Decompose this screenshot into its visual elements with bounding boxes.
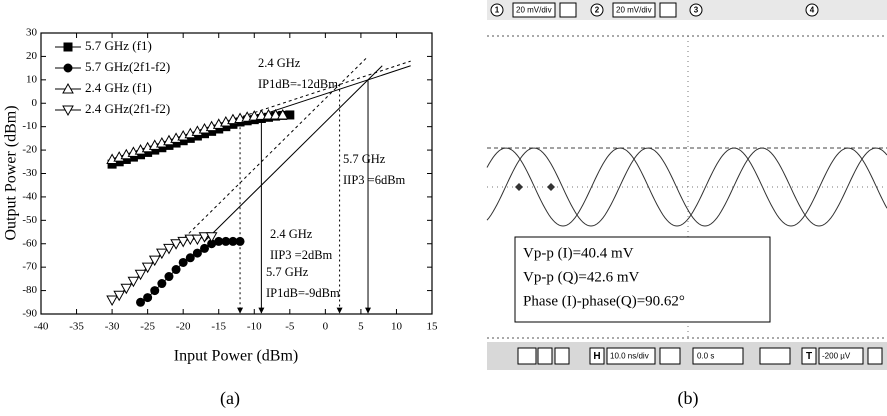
figure: Input Power (dBm) Output Power (dBm) -40… bbox=[0, 0, 887, 416]
y-tick-label: 10 bbox=[26, 73, 38, 85]
annotation: 5.7 GHz bbox=[266, 265, 309, 279]
y-tick-label: 20 bbox=[26, 50, 38, 62]
data-point bbox=[193, 249, 201, 257]
channel-number: 2 bbox=[595, 6, 600, 15]
x-axis-title: Input Power (dBm) bbox=[174, 348, 298, 365]
data-point bbox=[107, 296, 117, 305]
coupling-button[interactable] bbox=[560, 3, 576, 17]
data-point bbox=[144, 294, 152, 302]
annotation: IP1dB=-12dBm bbox=[258, 77, 338, 91]
timebase: 10.0 ns/div bbox=[610, 352, 649, 361]
annotation: 2.4 GHz bbox=[270, 227, 313, 241]
legend-label: 5.7 GHz(2f1-f2) bbox=[85, 59, 170, 74]
stop-button[interactable] bbox=[538, 348, 552, 364]
run-button[interactable] bbox=[518, 348, 536, 364]
data-point bbox=[201, 244, 209, 252]
measurement: Vp-p (Q)=42.6 mV bbox=[523, 269, 640, 285]
y-tick-label: -70 bbox=[22, 261, 37, 273]
annotation: IP1dB=-9dBm bbox=[266, 286, 340, 300]
y-tick-label: -80 bbox=[22, 284, 37, 296]
data-point bbox=[186, 254, 194, 262]
annotation: IIP3 =6dBm bbox=[343, 173, 406, 187]
data-point bbox=[165, 273, 173, 281]
coupling-button[interactable] bbox=[660, 3, 676, 17]
data-point bbox=[137, 298, 145, 306]
legend-marker bbox=[64, 43, 72, 51]
x-tick-label: -40 bbox=[34, 321, 49, 333]
legend-label: 2.4 GHz (f1) bbox=[85, 80, 152, 95]
y-tick-label: -60 bbox=[22, 237, 37, 249]
x-tick-label: -35 bbox=[69, 321, 84, 333]
channel-scale: 20 mV/div bbox=[516, 6, 552, 15]
data-point bbox=[172, 266, 180, 274]
y-tick-label: -40 bbox=[22, 190, 37, 202]
annotation: IIP3 =2dBm bbox=[270, 248, 333, 262]
y-tick-label: -50 bbox=[22, 214, 37, 226]
annotation: 2.4 GHz bbox=[258, 56, 301, 70]
x-tick-label: -5 bbox=[285, 321, 295, 333]
data-point bbox=[179, 258, 187, 266]
channel-number: 3 bbox=[694, 6, 699, 15]
x-tick-label: 5 bbox=[358, 321, 364, 333]
x-tick-label: -20 bbox=[176, 321, 191, 333]
y-tick-label: 0 bbox=[32, 97, 38, 109]
measurement: Vp-p (I)=40.4 mV bbox=[523, 245, 634, 261]
data-point bbox=[158, 280, 166, 288]
annotation: 5.7 GHz bbox=[343, 152, 386, 166]
trigger-level: -200 µV bbox=[822, 352, 851, 361]
x-tick-label: 0 bbox=[323, 321, 329, 333]
x-tick-label: -15 bbox=[211, 321, 226, 333]
data-point bbox=[151, 287, 159, 295]
legend-label: 5.7 GHz (f1) bbox=[85, 38, 152, 53]
x-tick-label: -30 bbox=[105, 321, 120, 333]
channel-number: 1 bbox=[495, 6, 500, 15]
x-tick-label: 15 bbox=[427, 321, 439, 333]
measurement: Phase (I)-phase(Q)=90.62° bbox=[523, 293, 685, 309]
x-tick-label: 10 bbox=[391, 321, 403, 333]
panel-label: (b) bbox=[678, 388, 699, 409]
chart-panel: Input Power (dBm) Output Power (dBm) -40… bbox=[3, 27, 438, 365]
print-button[interactable] bbox=[555, 348, 569, 364]
legend-marker bbox=[64, 64, 72, 72]
y-tick-label: 30 bbox=[26, 27, 38, 39]
oscilloscope-screen: 1 20 mV/div 2 20 mV/div 3 4 Vp-p (I)=40.… bbox=[487, 0, 887, 370]
trigger-adjust[interactable] bbox=[868, 348, 882, 364]
timebase-adjust[interactable] bbox=[660, 348, 680, 364]
y-tick-label: -20 bbox=[22, 144, 37, 156]
y-tick-label: -10 bbox=[22, 120, 37, 132]
horizontal-label: H bbox=[593, 351, 600, 362]
y-axis-title: Output Power (dBm) bbox=[3, 105, 20, 240]
y-tick-label: -90 bbox=[22, 308, 37, 320]
position-adjust[interactable] bbox=[760, 348, 790, 364]
position: 0.0 s bbox=[697, 352, 714, 361]
channel-number: 4 bbox=[810, 6, 815, 15]
panel-label: (a) bbox=[220, 388, 240, 409]
y-tick-label: -30 bbox=[22, 167, 37, 179]
channel-scale: 20 mV/div bbox=[616, 6, 652, 15]
x-tick-label: -10 bbox=[247, 321, 262, 333]
trigger-label: T bbox=[806, 351, 812, 362]
x-tick-label: -25 bbox=[140, 321, 155, 333]
data-point bbox=[236, 237, 244, 245]
legend-label: 2.4 GHz(2f1-f2) bbox=[85, 101, 170, 116]
